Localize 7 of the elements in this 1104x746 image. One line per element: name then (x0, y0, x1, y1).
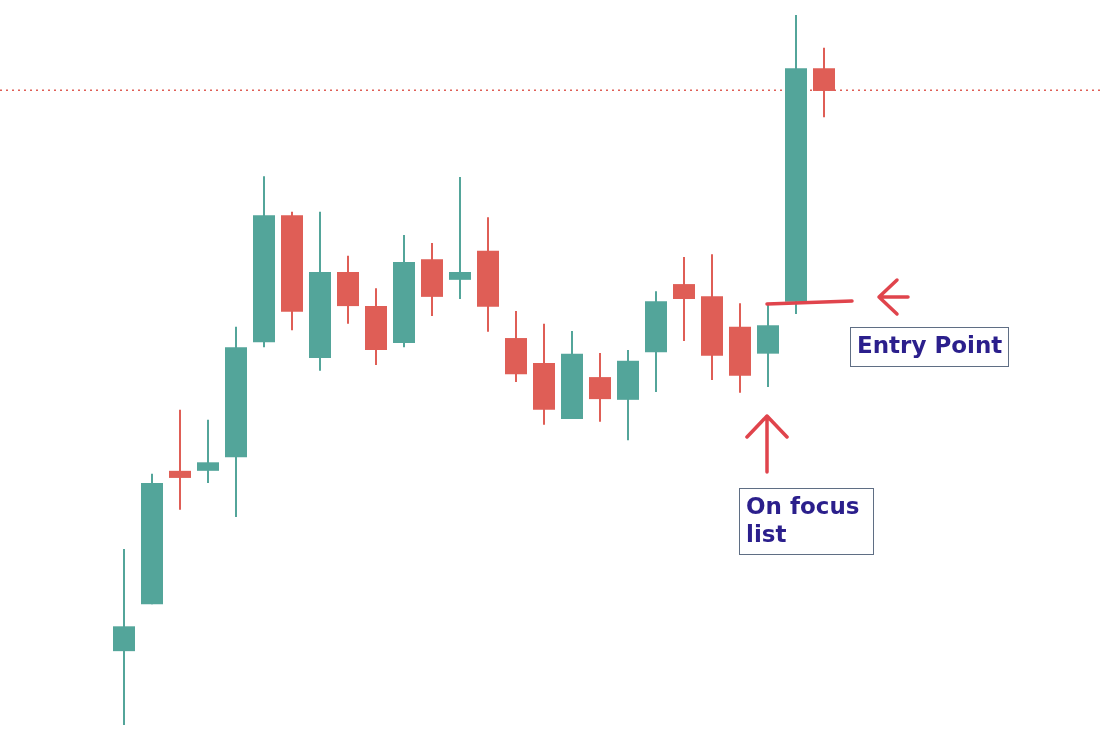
candlestick (197, 418, 219, 484)
text: Entry Point (850, 327, 1009, 367)
candlestick (169, 408, 191, 511)
candlestick (449, 175, 471, 300)
candlestick (589, 351, 611, 423)
annotation: On focus list (739, 488, 874, 555)
candlestick (673, 256, 695, 342)
